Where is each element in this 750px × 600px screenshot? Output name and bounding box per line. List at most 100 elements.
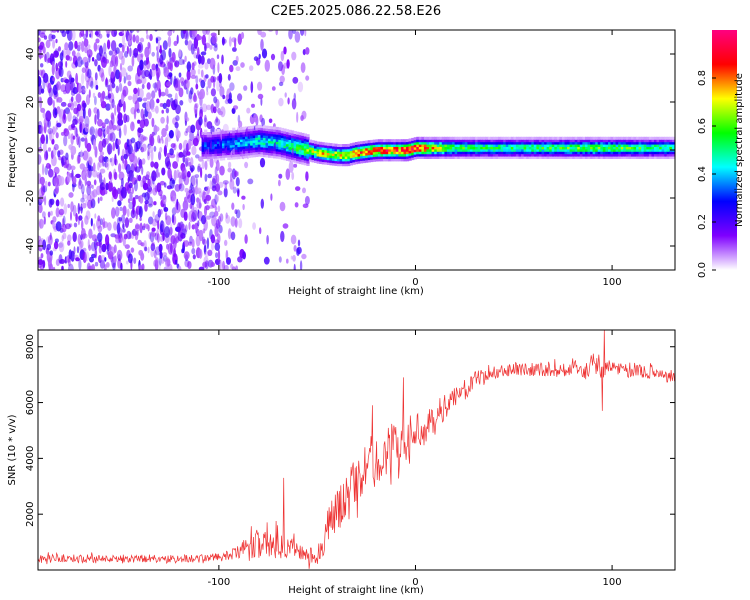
heatmap-cell <box>270 147 274 151</box>
heatmap-cell <box>418 136 422 140</box>
heatmap-cell <box>273 141 277 144</box>
heatmap-cell <box>521 144 525 147</box>
heatmap-cell <box>171 214 175 224</box>
heatmap-cell <box>106 143 113 155</box>
heatmap-cell <box>204 62 209 70</box>
heatmap-cell <box>531 156 535 159</box>
heatmap-cell <box>93 42 98 52</box>
heatmap-cell <box>436 144 440 147</box>
heatmap-cell <box>625 156 629 159</box>
heatmap-cell <box>620 146 624 150</box>
heatmap-cell <box>321 142 325 146</box>
heatmap-cell <box>656 144 660 147</box>
heatmap-cell <box>648 136 653 140</box>
heatmap-cell <box>250 152 254 156</box>
heatmap-cell <box>331 162 336 166</box>
heatmap-cell <box>268 140 272 144</box>
heatmap-cell <box>429 136 433 140</box>
heatmap-cell <box>521 148 525 152</box>
heatmap-cell <box>197 163 201 171</box>
heatmap-cell <box>239 136 244 140</box>
heatmap-cell <box>562 151 566 155</box>
heatmap-cell <box>526 141 530 145</box>
heatmap-cell <box>39 30 46 35</box>
heatmap-cell <box>459 139 463 143</box>
heatmap-cell <box>245 143 249 147</box>
heatmap-cell <box>628 141 632 145</box>
heatmap-cell <box>192 209 198 221</box>
heatmap-cell <box>620 144 624 147</box>
heatmap-cell <box>574 151 578 155</box>
heatmap-cell <box>495 136 499 140</box>
heatmap-cell <box>288 141 292 145</box>
heatmap-cell <box>255 142 259 145</box>
heatmap-cell <box>293 245 297 252</box>
heatmap-cell <box>138 133 145 145</box>
heatmap-cell <box>304 30 307 37</box>
heatmap-cell <box>223 38 227 44</box>
heatmap-cell <box>357 143 361 147</box>
heatmap-cell <box>628 156 632 159</box>
heatmap-cell <box>388 156 392 159</box>
heatmap-cell <box>68 41 74 51</box>
heatmap-cell <box>296 136 300 140</box>
heatmap-cell <box>377 144 382 147</box>
heatmap-cell <box>367 142 371 146</box>
heatmap-cell <box>134 166 141 173</box>
heatmap-cell <box>239 131 244 135</box>
heatmap-cell <box>523 139 527 143</box>
heatmap-cell <box>105 77 108 86</box>
heatmap-cell <box>651 148 655 152</box>
heatmap-cell <box>71 50 76 57</box>
heatmap-cell <box>288 139 292 143</box>
heatmap-cell <box>198 198 202 210</box>
heatmap-cell <box>40 253 44 259</box>
heatmap-cell <box>436 139 440 143</box>
heatmap-cell <box>390 151 394 155</box>
heatmap-cell <box>245 148 249 151</box>
heatmap-cell <box>129 191 133 202</box>
heatmap-cell <box>287 97 290 105</box>
heatmap-cell <box>214 136 218 140</box>
heatmap-cell <box>472 148 476 152</box>
heatmap-cell <box>615 139 619 143</box>
heatmap-cell <box>222 135 226 139</box>
heatmap-cell <box>610 139 614 143</box>
heatmap-cell <box>559 151 563 155</box>
heatmap-cell <box>383 139 387 143</box>
heatmap-cell <box>100 72 105 82</box>
heatmap-cell <box>262 154 267 158</box>
heatmap-cell <box>482 146 486 150</box>
heatmap-cell <box>238 218 243 229</box>
heatmap-cell <box>84 123 90 133</box>
heatmap-cell <box>490 153 494 157</box>
heatmap-cell <box>431 156 435 159</box>
heatmap-cell <box>127 74 132 81</box>
heatmap-cell <box>536 156 540 159</box>
heatmap-cell <box>212 106 217 114</box>
heatmap-cell <box>291 130 295 134</box>
heatmap-cell <box>620 151 624 155</box>
heatmap-cell <box>595 156 599 159</box>
heatmap-cell <box>500 144 504 147</box>
heatmap-cell <box>406 139 410 143</box>
heatmap-cell <box>55 38 58 44</box>
heatmap-cell <box>526 136 530 140</box>
heatmap-cell <box>434 148 438 152</box>
heatmap-cell <box>96 174 103 179</box>
heatmap-cell <box>395 144 399 147</box>
heatmap-cell <box>103 177 106 188</box>
heatmap-cell <box>480 156 484 159</box>
heatmap-cell <box>337 158 341 162</box>
heatmap-cell <box>209 211 216 218</box>
heatmap-cell <box>623 151 627 155</box>
heatmap-cell <box>577 136 581 140</box>
heatmap-cell <box>636 148 640 152</box>
heatmap-cell <box>206 237 210 250</box>
heatmap-cell <box>102 221 109 229</box>
heatmap-cell <box>582 151 586 155</box>
heatmap-cell <box>408 143 412 147</box>
heatmap-cell <box>495 146 499 150</box>
heatmap-cell <box>418 144 422 147</box>
heatmap-cell <box>587 151 591 155</box>
